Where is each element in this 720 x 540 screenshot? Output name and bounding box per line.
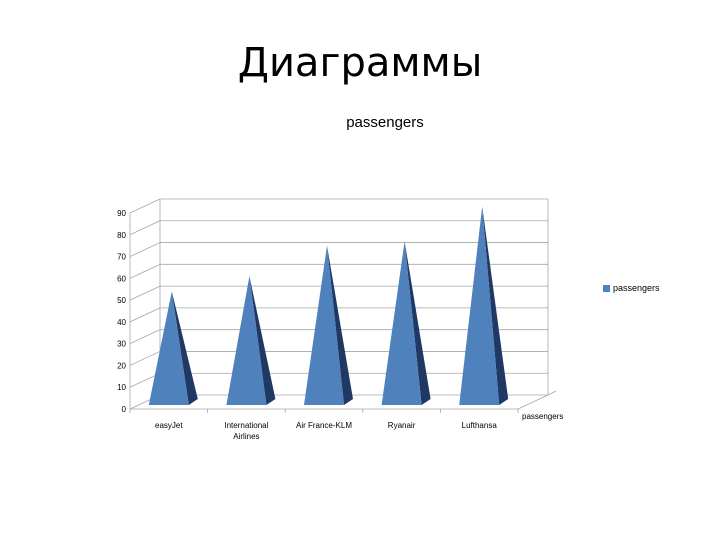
depth-axis-label: passengers — [522, 412, 563, 421]
side-gridline — [129, 263, 161, 279]
side-gridline — [129, 285, 161, 301]
x-tick-label: Lufthansa — [462, 421, 498, 430]
y-tick-label: 40 — [117, 318, 126, 327]
bar-side — [171, 291, 198, 405]
bar-side — [404, 241, 431, 405]
bar — [148, 291, 189, 405]
bar — [459, 206, 500, 405]
axes — [129, 199, 557, 413]
side-gridline — [129, 242, 161, 257]
x-tick-label: easyJet — [155, 421, 183, 430]
y-tick-label: 90 — [117, 209, 126, 218]
side-gridline — [129, 198, 161, 214]
side-gridline — [129, 351, 161, 366]
bars — [148, 206, 509, 405]
bar-side — [482, 206, 509, 405]
y-tick-label: 70 — [117, 253, 126, 262]
bar — [304, 245, 344, 405]
side-gridline — [129, 329, 161, 345]
slide-title: Диаграммы — [237, 40, 483, 86]
bar — [226, 276, 267, 405]
y-tick-label: 80 — [117, 231, 126, 240]
axis-labels: 0 10 20 30 40 50 60 70 80 90 easyJet International A… — [117, 209, 563, 441]
y-tick-label: 0 — [122, 405, 127, 414]
legend-label: passengers — [613, 283, 660, 293]
side-gridline — [129, 220, 161, 236]
y-tick-label: 50 — [117, 296, 126, 305]
y-tick-label: 10 — [117, 383, 126, 392]
bar — [381, 241, 422, 405]
y-tick-label: 20 — [117, 361, 126, 370]
x-tick-label: Ryanair — [388, 421, 416, 430]
chart-title: passengers — [346, 114, 424, 131]
bar-side — [327, 245, 353, 405]
depth-axis — [547, 390, 557, 396]
x-tick-label: International — [224, 421, 268, 430]
y-tick-label: 60 — [117, 274, 126, 283]
y-tick-label: 30 — [117, 340, 126, 349]
x-tick-label: Airlines — [233, 432, 259, 441]
legend-swatch — [603, 284, 610, 292]
x-tick-label: Air France-KLM — [296, 421, 352, 430]
legend: passengers — [603, 283, 660, 293]
side-gridline — [129, 307, 161, 323]
floor-edge — [517, 394, 549, 410]
bar-side — [249, 276, 276, 405]
